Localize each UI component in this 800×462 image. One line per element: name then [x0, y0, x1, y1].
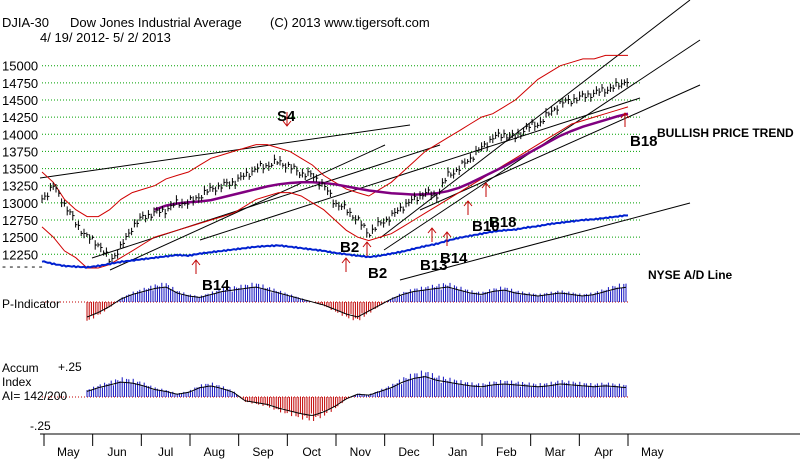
trend-line [109, 144, 386, 271]
signal-b18-b: B18 [630, 133, 658, 150]
buy-arrow-head [341, 257, 351, 264]
symbol-label: DJIA-30 [2, 15, 49, 30]
bullish-trend-label: BULLISH PRICE TREND [657, 126, 794, 140]
price-tick-label: 13250 [2, 179, 38, 194]
p-indicator-panel [42, 282, 628, 321]
x-month-label: Nov [350, 445, 371, 459]
signal-b14-b: B14 [440, 250, 468, 267]
signal-b2-a: B2 [340, 239, 359, 256]
signal-b10: B10 [472, 218, 500, 235]
trend-line [39, 124, 411, 179]
buy-arrow-head [362, 241, 372, 248]
sell-arrow-head [282, 120, 292, 127]
lower-band-line [41, 106, 629, 269]
upper-band-line [41, 54, 628, 218]
price-tick-label: 14500 [2, 93, 38, 108]
buy-arrow-head [481, 182, 491, 189]
trend-line [199, 97, 641, 241]
x-month-label: May [641, 445, 664, 459]
price-tick-label: 14250 [2, 110, 38, 125]
nyse-ad-label: NYSE A/D Line [648, 268, 733, 282]
x-month-label: Jun [107, 445, 126, 459]
ai-label: AI= 142/200 [2, 389, 67, 403]
x-month-label: Aug [204, 445, 225, 459]
x-month-label: Jan [448, 445, 467, 459]
trend-line [379, 0, 691, 239]
price-tick-label: 12250 [2, 247, 38, 262]
price-tick-label: 13750 [2, 144, 38, 159]
accum-top-tick: +.25 [58, 360, 82, 374]
price-tick-label: 12500 [2, 230, 38, 245]
price-tick-label: 14750 [2, 76, 38, 91]
accum-ma [86, 376, 627, 416]
accum-panel [42, 370, 628, 421]
x-month-label: Jul [158, 445, 173, 459]
buy-arrow-head [442, 231, 452, 238]
price-tick-label: 12750 [2, 213, 38, 228]
price-tick-label: 13000 [2, 196, 38, 211]
date-range: 4/ 19/ 2012- 5/ 2/ 2013 [40, 30, 171, 45]
trend-line [419, 84, 701, 211]
long-ma-line [154, 112, 629, 211]
price-bars [41, 78, 629, 265]
price-tick-label: 13500 [2, 162, 38, 177]
x-month-label: Mar [545, 445, 566, 459]
x-axis: May Jun Jul Aug Sep Oct Nov Dec Jan Feb Mar Apr May [40, 433, 800, 459]
index-label: Index [2, 375, 31, 389]
x-month-label: Feb [496, 445, 517, 459]
signal-b2-b: B2 [368, 265, 387, 282]
x-month-label: May [57, 445, 80, 459]
accum-label: Accum [2, 361, 39, 375]
x-month-label: Sep [252, 445, 274, 459]
p-indicator-ma [86, 286, 627, 318]
copyright-label: (C) 2013 www.tigersoft.com [270, 15, 430, 30]
price-axis-dashes: - - - - - - [2, 259, 43, 273]
accum-bottom-tick: -.25 [30, 419, 51, 433]
buy-arrow-head [427, 227, 437, 234]
price-bands [41, 54, 629, 269]
ad-line-layer [41, 214, 629, 269]
price-gridlines [42, 65, 640, 255]
ad-line [41, 214, 629, 269]
signal-b14-a: B14 [202, 277, 230, 294]
y-axis-ticks: 15000 14750 14500 14250 14000 13750 13500 13250… [2, 59, 38, 263]
trend-line [91, 144, 441, 259]
buy-arrow-head [463, 200, 473, 207]
signal-arrows [191, 112, 630, 274]
price-tick-label: 15000 [2, 59, 38, 74]
signal-b13: B13 [420, 257, 448, 274]
x-month-label: Dec [398, 445, 419, 459]
chart-title: Dow Jones Industrial Average [70, 15, 242, 30]
p-indicator-label: P-Indicator [2, 297, 60, 311]
signal-b18-a: B18 [489, 214, 517, 231]
trend-line [399, 202, 691, 281]
buy-arrow-head [191, 259, 201, 266]
signal-s4: S4 [277, 108, 296, 125]
x-month-label: Apr [594, 445, 613, 459]
x-month-label: Oct [302, 445, 321, 459]
buy-arrow-head [620, 112, 630, 119]
price-tick-label: 14000 [2, 127, 38, 142]
